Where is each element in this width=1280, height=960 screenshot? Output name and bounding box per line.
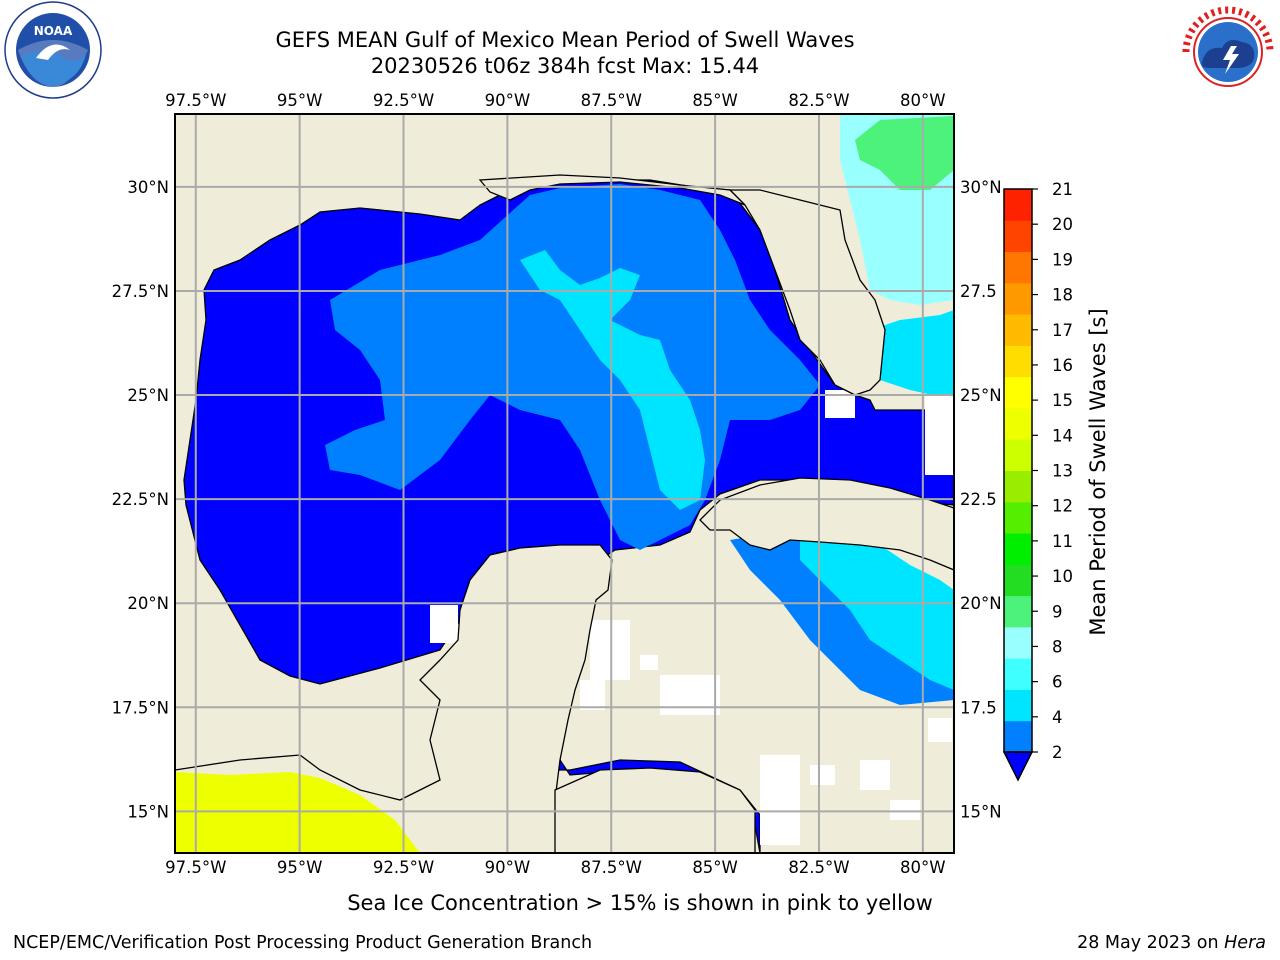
colorbar-segment	[1004, 501, 1032, 534]
colorbar-segment	[1004, 595, 1032, 628]
colorbar-segment	[1004, 220, 1032, 253]
colorbar-tick-label: 12	[1052, 497, 1073, 516]
swell-band-6s	[520, 250, 705, 510]
lon-labels-top: 97.5°W 95°W 92.5°W 90°W 87.5°W 85°W 82.5°W 80°W	[165, 91, 946, 110]
svg-text:NOAA: NOAA	[34, 24, 73, 38]
noaa-logo-icon: NOAA	[4, 1, 102, 99]
lat-label: 15°N	[960, 802, 1002, 821]
colorbar-segment	[1004, 189, 1032, 221]
colorbar-tick-labels: 21 20 19 18 17 16 15 14 13 12 11 10 9 8 6 4 2	[1032, 180, 1073, 762]
colorbar-tick-label: 18	[1052, 286, 1073, 305]
map-frame	[174, 113, 955, 854]
colorbar-tick-label: 19	[1052, 250, 1073, 269]
sea-ice-shading	[175, 772, 420, 853]
colorbar-tick-label: 2	[1052, 743, 1063, 762]
lon-label: 95°W	[277, 91, 323, 110]
lat-label: 20°N	[127, 594, 169, 613]
colorbar-segment	[1004, 658, 1032, 690]
lon-label: 87.5°W	[581, 858, 642, 877]
lon-label: 90°W	[485, 858, 531, 877]
lat-labels-right: 30°N 27.5 25°N 22.5 20°N 17.5 15°N	[960, 178, 1002, 822]
lon-label: 95°W	[277, 858, 323, 877]
lat-labels-left: 30°N 27.5°N 25°N 22.5°N 20°N 17.5°N 15°N	[112, 178, 169, 822]
lon-labels-bottom: 97.5°W 95°W 92.5°W 90°W 87.5°W 85°W 82.5°W 80°W	[165, 858, 946, 877]
map-title: GEFS MEAN Gulf of Mexico Mean Period of …	[275, 28, 855, 52]
florida-land	[728, 189, 886, 396]
lon-label: 85°W	[692, 91, 738, 110]
swell-band-4s-east	[730, 530, 954, 705]
lon-label: 80°W	[900, 858, 946, 877]
footer-date: 28 May 2023 on Hera	[1077, 933, 1266, 953]
map-plot-area	[175, 114, 954, 853]
lon-label: 87.5°W	[581, 91, 642, 110]
colorbar-tick-label: 13	[1052, 462, 1073, 481]
colorbar-tick-label: 8	[1052, 637, 1063, 656]
colorbar-extend-triangle	[1002, 751, 1034, 782]
colorbar-segment	[1004, 689, 1032, 722]
lat-label: 27.5°N	[112, 282, 169, 301]
sea-ice-note: Sea Ice Concentration > 15% is shown in …	[347, 891, 933, 915]
lon-label: 92.5°W	[373, 858, 434, 877]
colorbar-segment	[1004, 407, 1032, 440]
lon-label: 80°W	[900, 91, 946, 110]
colorbar-tick-label: 21	[1052, 180, 1073, 199]
lat-label: 20°N	[960, 594, 1002, 613]
map-subtitle: 20230526 t06z 384h fcst Max: 15.44	[370, 54, 760, 78]
map-gridlines	[175, 114, 954, 853]
colorbar-segment	[1004, 314, 1032, 346]
colorbar-tick-label: 10	[1052, 567, 1073, 586]
colorbar-segment	[1004, 439, 1032, 471]
footer-credit: NCEP/EMC/Verification Post Processing Pr…	[13, 933, 593, 953]
colorbar-segment	[1004, 533, 1032, 565]
colorbar-tick-label: 4	[1052, 708, 1063, 727]
colorbar-tick-label: 6	[1052, 673, 1063, 692]
lon-label: 82.5°W	[788, 91, 849, 110]
lat-label: 27.5	[960, 282, 997, 301]
colorbar-segment	[1004, 626, 1032, 659]
lat-label: 22.5°N	[112, 490, 169, 509]
lon-label: 82.5°W	[788, 858, 849, 877]
lon-label: 85°W	[692, 858, 738, 877]
lat-label: 17.5°N	[112, 698, 169, 717]
atlantic-band-6s	[870, 310, 954, 400]
lon-label: 97.5°W	[165, 91, 226, 110]
colorbar-tick-label: 16	[1052, 356, 1073, 375]
lat-label: 30°N	[960, 178, 1002, 197]
lat-label: 30°N	[127, 178, 169, 197]
colorbar-segment	[1004, 470, 1032, 503]
colorbar-tick-label: 15	[1052, 391, 1073, 410]
lon-label: 92.5°W	[373, 91, 434, 110]
colorbar	[1002, 188, 1034, 782]
lat-label: 25°N	[960, 386, 1002, 405]
colorbar-tick-label: 9	[1052, 602, 1063, 621]
florida-north-land	[478, 174, 746, 206]
cuba-land	[699, 477, 954, 571]
colorbar-segment	[1004, 345, 1032, 378]
colorbar-segment	[1004, 564, 1032, 597]
colorbar-segment	[1004, 282, 1032, 315]
lon-label: 90°W	[485, 91, 531, 110]
lat-label: 22.5	[960, 490, 997, 509]
colorbar-tick-label: 17	[1052, 321, 1073, 340]
colorbar-tick-label: 14	[1052, 426, 1073, 445]
lat-label: 25°N	[127, 386, 169, 405]
footer-host: Hera	[1224, 933, 1266, 953]
colorbar-tick-label: 20	[1052, 215, 1073, 234]
nws-logo-icon	[1181, 5, 1275, 99]
colorbar-segment	[1004, 376, 1032, 409]
lat-label: 15°N	[127, 802, 169, 821]
colorbar-tick-label: 11	[1052, 532, 1073, 551]
colorbar-segment	[1004, 251, 1032, 284]
lat-label: 17.5	[960, 698, 997, 717]
atlantic-band-9s	[855, 116, 954, 190]
swell-band-6s-east	[800, 530, 954, 690]
lon-label: 97.5°W	[165, 858, 226, 877]
colorbar-segment	[1004, 720, 1032, 753]
